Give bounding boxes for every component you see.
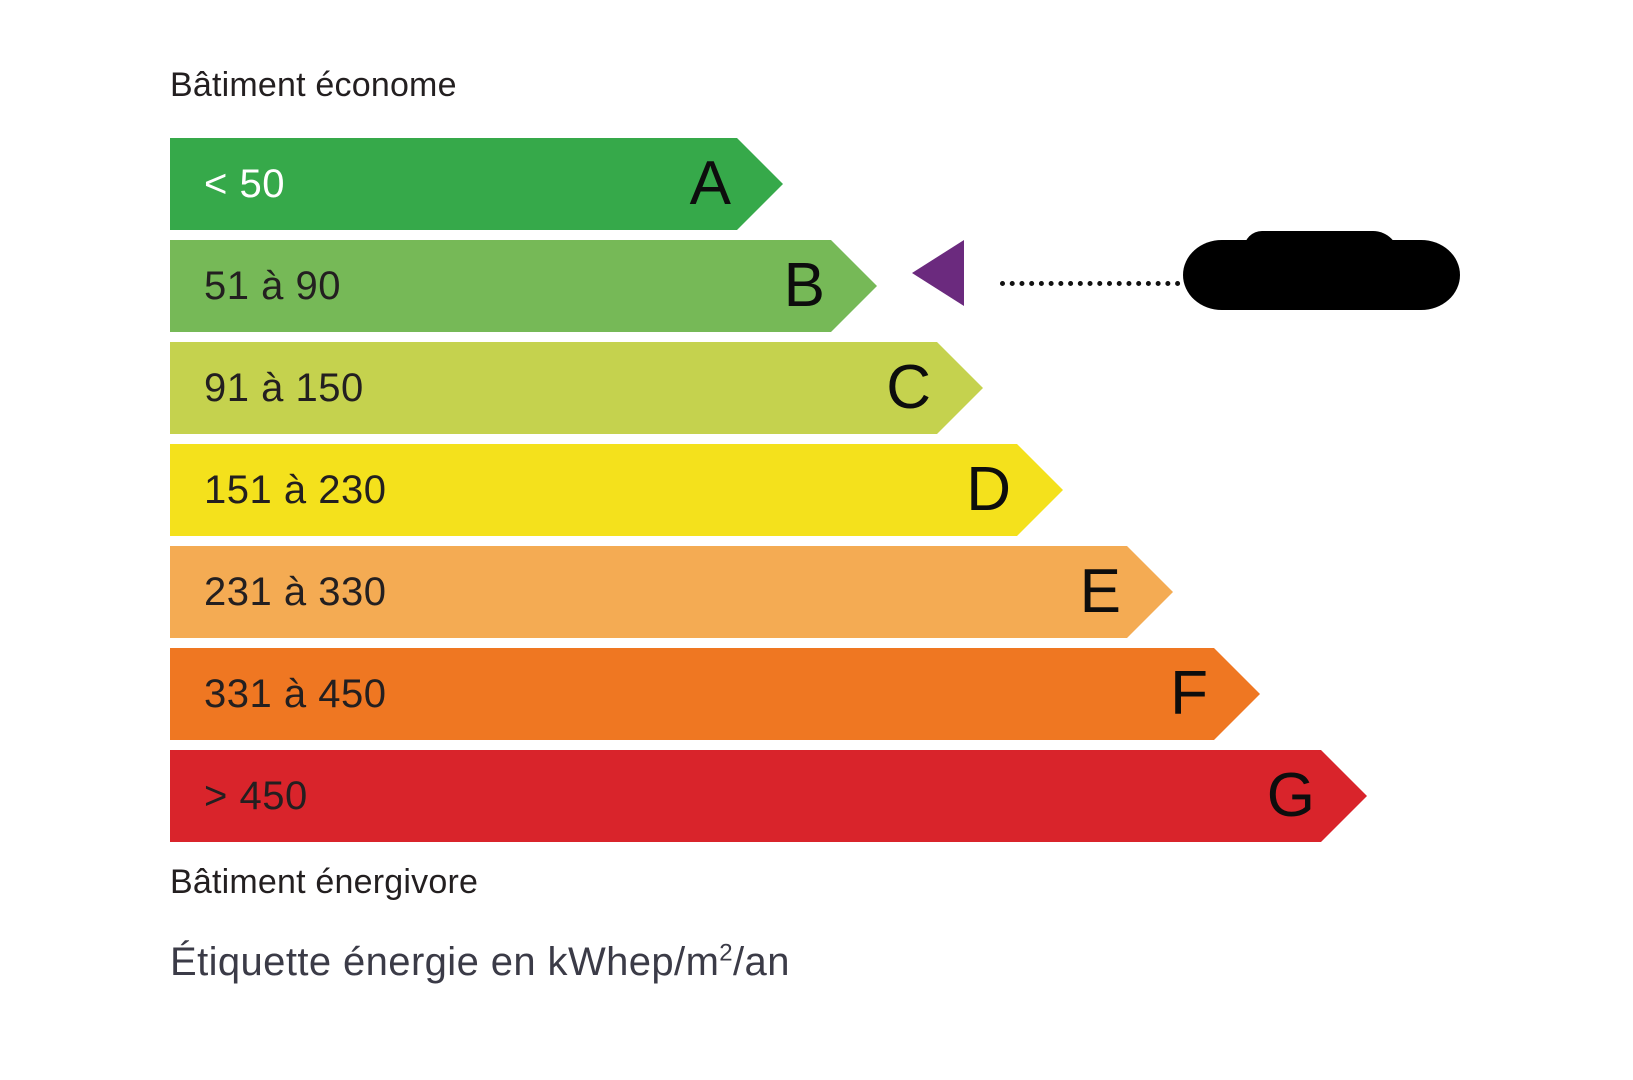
unit-superscript: 2 xyxy=(719,939,734,967)
energy-class-bar-b: 51 à 90 B xyxy=(170,240,877,332)
energy-class-letter-f: F xyxy=(1170,659,1208,728)
energy-class-bar-c: 91 à 150 C xyxy=(170,342,983,434)
energy-class-letter-d: D xyxy=(966,455,1011,524)
unit-prefix: Étiquette énergie en kWhep/m xyxy=(170,940,720,984)
unit-suffix: /an xyxy=(733,940,790,984)
label-energy-hungry-building: Bâtiment énergivore xyxy=(170,863,479,901)
label-economical-building: Bâtiment économe xyxy=(170,66,457,104)
redacted-value-blob xyxy=(1183,231,1460,310)
energy-class-bar-g: > 450 G xyxy=(170,750,1367,842)
energy-class-bar-a: < 50 A xyxy=(170,138,783,230)
energy-class-range-c: 91 à 150 xyxy=(204,365,364,410)
energy-class-range-g: > 450 xyxy=(204,773,308,818)
energy-class-letter-c: C xyxy=(886,353,931,422)
class-pointer-triangle-icon xyxy=(912,240,964,306)
energy-class-letter-a: A xyxy=(689,149,731,218)
energy-class-letter-b: B xyxy=(783,251,825,320)
energy-class-bar-f: 331 à 450 F xyxy=(170,648,1260,740)
energy-class-letter-g: G xyxy=(1266,761,1315,830)
energy-class-range-d: 151 à 230 xyxy=(204,467,387,512)
class-pointer-dotted-line xyxy=(1000,281,1190,291)
label-energy-unit: Étiquette énergie en kWhep/m2/an xyxy=(170,940,790,985)
energy-class-bar-e: 231 à 330 E xyxy=(170,546,1173,638)
energy-class-bar-d: 151 à 230 D xyxy=(170,444,1063,536)
energy-class-letter-e: E xyxy=(1079,557,1121,626)
energy-class-range-a: < 50 xyxy=(204,161,285,206)
energy-class-range-e: 231 à 330 xyxy=(204,569,387,614)
energy-class-range-f: 331 à 450 xyxy=(204,671,387,716)
energy-class-range-b: 51 à 90 xyxy=(204,263,341,308)
